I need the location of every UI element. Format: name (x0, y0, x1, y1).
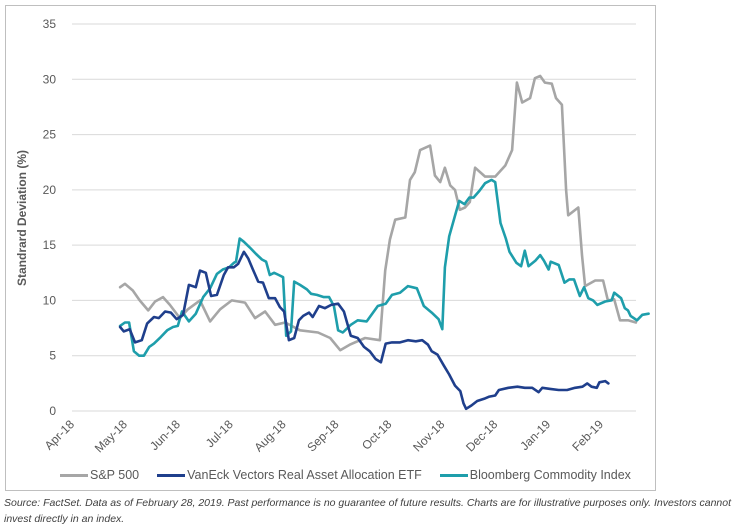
legend-swatch (157, 473, 186, 477)
x-tick-label: Aug-18 (251, 417, 288, 454)
legend-item: S&P 500 (60, 468, 139, 482)
x-tick-label: Jan-19 (517, 417, 553, 453)
y-tick-label: 0 (49, 404, 56, 418)
y-tick-label: 10 (43, 293, 57, 307)
gridlines (72, 23, 636, 412)
legend-label: S&P 500 (90, 468, 140, 482)
x-tick-label: Feb-19 (569, 417, 606, 454)
series-line-bloomberg-commodity-index (118, 178, 650, 358)
series-line-s-p-500 (118, 74, 638, 352)
legend-label: VanEck Vectors Real Asset Allocation ETF (187, 468, 422, 482)
x-tick-label: Sep-18 (304, 417, 341, 454)
x-tick-label: Jul-18 (203, 417, 236, 450)
series-line-vaneck-vectors-real-asset-allocation-etf (118, 250, 610, 411)
y-tick-label: 5 (49, 349, 56, 363)
y-tick-label: 35 (43, 17, 57, 31)
legend: S&P 500 VanEck Vectors Real Asset Allocat… (60, 468, 649, 482)
x-tick-label: Jun-18 (147, 417, 183, 453)
chart-frame (5, 5, 656, 491)
x-axis-ticks: Apr-18 May-18 Jun-18 Jul-18 Aug-18 Sep-18 Oct-… (42, 417, 607, 455)
y-tick-label: 15 (43, 238, 57, 252)
x-tick-label: Oct-18 (359, 417, 395, 453)
y-axis-ticks: 0 5 10 15 20 25 30 35 (43, 17, 57, 418)
series-lines (118, 74, 650, 411)
y-tick-label: 30 (43, 72, 57, 86)
y-axis-label: Standrard Deviation (%) (15, 150, 29, 286)
legend-swatch (439, 473, 468, 477)
x-tick-label: Apr-18 (42, 417, 78, 453)
x-tick-label: May-18 (92, 417, 130, 455)
legend-item: Bloomberg Commodity Index (439, 468, 631, 482)
legend-item: VanEck Vectors Real Asset Allocation ETF (157, 468, 422, 482)
legend-swatch (60, 473, 88, 477)
x-tick-label: Nov-18 (410, 417, 447, 454)
legend-label: Bloomberg Commodity Index (469, 468, 631, 482)
y-tick-label: 20 (43, 183, 57, 197)
y-tick-label: 25 (43, 128, 57, 142)
x-tick-label: Dec-18 (463, 417, 500, 454)
source-footnote: Source: FactSet. Data as of February 28,… (4, 497, 732, 525)
